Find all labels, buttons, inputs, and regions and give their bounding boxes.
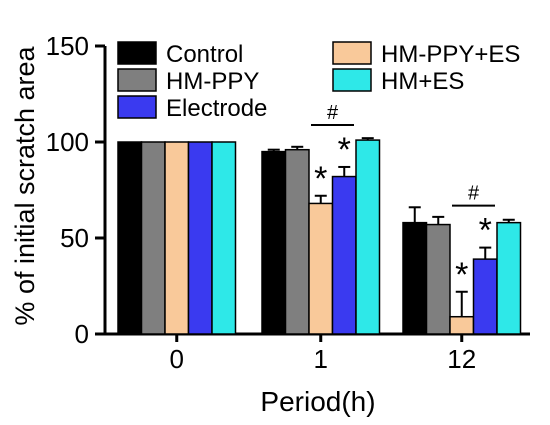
bar-hm-es-12 xyxy=(496,221,522,335)
comparison-hash: # xyxy=(327,102,339,124)
bar-hm-ppy-es-12 xyxy=(449,315,475,335)
significance-star: * xyxy=(455,256,468,294)
legend-label-electrode: Electrode xyxy=(166,95,267,122)
legend-label-hm-ppy-es: HM-PPY+ES xyxy=(381,41,520,68)
legend-swatch-electrode xyxy=(117,95,157,119)
bar-control-1 xyxy=(261,150,287,335)
legend-swatch-hm-ppy-es xyxy=(332,41,372,65)
bar-hm-es-1 xyxy=(355,139,381,335)
significance-star: * xyxy=(314,160,327,198)
significance-star: * xyxy=(338,131,351,169)
bar-hm-ppy-0 xyxy=(140,141,166,335)
bar-hm-ppy-es-1 xyxy=(308,202,334,335)
y-tick-label: 0 xyxy=(75,319,89,349)
legend-swatch-control xyxy=(117,41,157,65)
significance-star: * xyxy=(479,212,492,250)
bar-electrode-12 xyxy=(472,258,498,335)
x-tick-label: 12 xyxy=(447,344,476,374)
legend-swatch-hm-es xyxy=(332,68,372,92)
y-axis-title: % of initial scratch area xyxy=(10,45,40,325)
bar-electrode-1 xyxy=(331,175,357,335)
bar-hm-ppy-12 xyxy=(425,223,451,335)
x-tick-label: 0 xyxy=(170,344,184,374)
y-tick-label: 150 xyxy=(46,31,89,61)
bar-hm-ppy-es-0 xyxy=(164,141,190,335)
x-tick-label: 1 xyxy=(314,344,328,374)
bar-hm-es-0 xyxy=(211,141,237,335)
legend-label-control: Control xyxy=(166,41,243,68)
bar-hm-ppy-1 xyxy=(284,148,310,335)
y-tick-label: 50 xyxy=(60,223,89,253)
x-axis-title: Period(h) xyxy=(260,386,375,417)
bar-control-0 xyxy=(117,141,143,335)
bar-electrode-0 xyxy=(187,141,213,335)
bar-control-12 xyxy=(402,221,428,335)
comparison-hash: # xyxy=(468,183,480,205)
legend-swatch-hm-ppy xyxy=(117,68,157,92)
y-tick-label: 100 xyxy=(46,127,89,157)
legend-label-hm-es: HM+ES xyxy=(381,68,464,95)
legend-label-hm-ppy: HM-PPY xyxy=(166,68,259,95)
